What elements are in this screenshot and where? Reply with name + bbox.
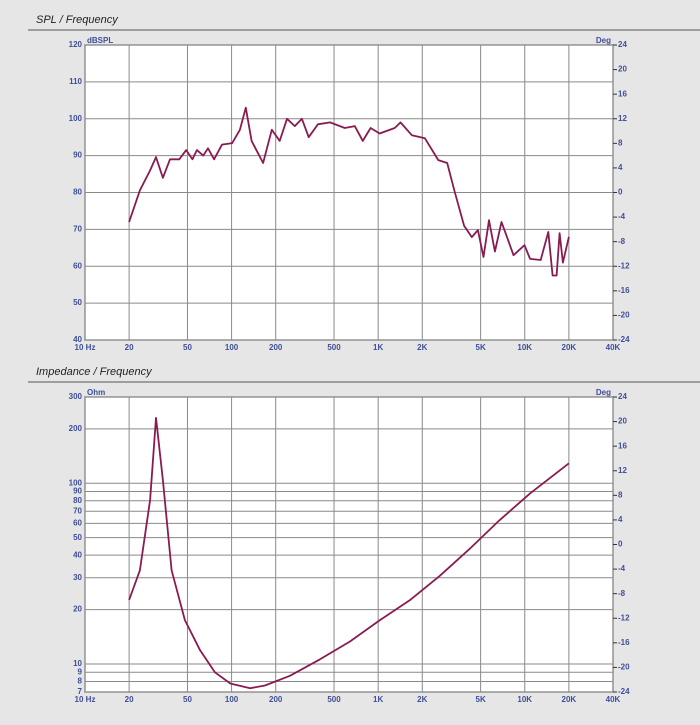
y-tick-label: 100 <box>69 114 83 123</box>
y-tick-label: 30 <box>73 573 82 582</box>
y2-tick-label: -24 <box>618 335 630 344</box>
response-curve <box>128 106 570 277</box>
y2-tick-label: 0 <box>618 188 623 197</box>
x-tick-label: 200 <box>269 695 283 704</box>
x-tick-label: 10 Hz <box>75 343 96 352</box>
y-tick-label: 300 <box>69 392 83 401</box>
y2-tick-label: 20 <box>618 65 627 74</box>
y2-axis-unit: Deg <box>596 388 611 397</box>
y2-tick-label: 12 <box>618 466 627 475</box>
y2-tick-label: 4 <box>618 163 623 172</box>
y-tick-label: 50 <box>73 533 82 542</box>
x-tick-label: 5K <box>476 343 486 352</box>
y-tick-label: 40 <box>73 335 82 344</box>
y2-tick-label: -8 <box>618 237 626 246</box>
y-tick-label: 70 <box>73 224 82 233</box>
x-tick-label: 200 <box>269 343 283 352</box>
x-tick-label: 20 <box>125 695 134 704</box>
y2-tick-label: 24 <box>618 40 627 49</box>
x-tick-label: 20K <box>562 695 577 704</box>
chart-title: SPL / Frequency <box>36 14 119 26</box>
y-tick-label: 200 <box>69 424 83 433</box>
y2-tick-label: -4 <box>618 564 626 573</box>
y-tick-label: 40 <box>73 550 82 559</box>
x-tick-label: 100 <box>225 695 239 704</box>
y-tick-label: 90 <box>73 487 82 496</box>
y2-tick-label: 24 <box>618 392 627 401</box>
x-tick-label: 1K <box>373 695 383 704</box>
x-tick-label: 500 <box>327 695 341 704</box>
x-tick-label: 10 Hz <box>75 695 96 704</box>
x-tick-label: 5K <box>476 695 486 704</box>
y2-axis-unit: Deg <box>596 36 611 45</box>
y2-tick-label: 16 <box>618 89 627 98</box>
y2-tick-label: 12 <box>618 114 627 123</box>
y2-tick-label: -12 <box>618 613 630 622</box>
y-tick-label: 7 <box>78 687 83 696</box>
y-axis-unit: Ohm <box>87 388 105 397</box>
y-tick-label: 8 <box>78 677 83 686</box>
y2-tick-label: -20 <box>618 663 630 672</box>
x-tick-label: 40K <box>606 343 621 352</box>
x-tick-label: 10K <box>517 343 532 352</box>
x-tick-label: 40K <box>606 695 621 704</box>
y-tick-label: 9 <box>78 667 83 676</box>
y2-tick-label: 4 <box>618 515 623 524</box>
x-tick-label: 50 <box>183 343 192 352</box>
y2-tick-label: 8 <box>618 138 623 147</box>
x-tick-label: 50 <box>183 695 192 704</box>
y-tick-label: 90 <box>73 151 82 160</box>
y2-tick-label: -24 <box>618 687 630 696</box>
y2-tick-label: 8 <box>618 490 623 499</box>
y2-tick-label: -20 <box>618 311 630 320</box>
y-tick-label: 100 <box>69 478 83 487</box>
x-tick-label: 100 <box>225 343 239 352</box>
chart-title: Impedance / Frequency <box>36 366 153 378</box>
y-tick-label: 120 <box>69 40 83 49</box>
x-tick-label: 20K <box>562 343 577 352</box>
y2-tick-label: -4 <box>618 212 626 221</box>
y2-tick-label: -8 <box>618 589 626 598</box>
y2-tick-label: -16 <box>618 286 630 295</box>
x-tick-label: 1K <box>373 343 383 352</box>
plot-area <box>84 396 614 693</box>
y2-tick-label: -16 <box>618 638 630 647</box>
x-tick-label: 2K <box>417 695 427 704</box>
y2-tick-label: 16 <box>618 441 627 450</box>
y-tick-label: 80 <box>73 188 82 197</box>
y2-tick-label: -12 <box>618 261 630 270</box>
x-tick-label: 500 <box>327 343 341 352</box>
y-tick-label: 110 <box>69 77 82 86</box>
y-tick-label: 60 <box>73 518 82 527</box>
y-tick-label: 20 <box>73 605 82 614</box>
y-tick-label: 50 <box>73 298 82 307</box>
y-axis-unit: dBSPL <box>87 36 113 45</box>
y-tick-label: 80 <box>73 496 82 505</box>
y-tick-label: 10 <box>73 659 82 668</box>
x-tick-label: 2K <box>417 343 427 352</box>
response-curve <box>128 417 570 690</box>
y2-tick-label: 20 <box>618 417 627 426</box>
y-tick-label: 60 <box>73 261 82 270</box>
y2-tick-label: 0 <box>618 540 623 549</box>
x-tick-label: 10K <box>517 695 532 704</box>
x-tick-label: 20 <box>125 343 134 352</box>
y-tick-label: 70 <box>73 506 82 515</box>
